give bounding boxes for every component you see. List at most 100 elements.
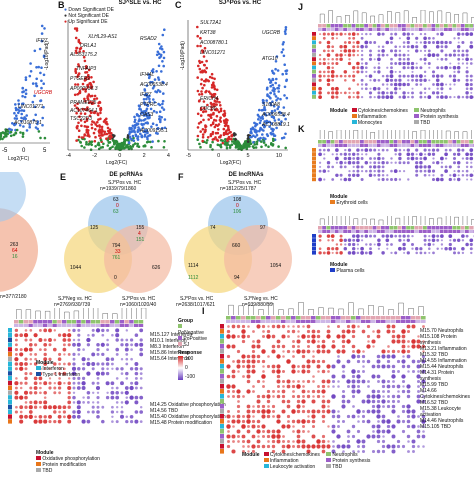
heatmap-dot <box>391 444 395 448</box>
response-annotation-cell <box>360 144 364 147</box>
heatmap-dot <box>332 385 335 388</box>
heatmap-dot <box>29 391 32 394</box>
volcano-point <box>133 129 136 132</box>
heatmap-dot <box>301 399 305 403</box>
heatmap-dot <box>365 251 368 254</box>
heatmap-dot <box>390 49 393 52</box>
heatmap-dot <box>419 79 422 82</box>
heatmap-dot <box>428 50 431 53</box>
group-annotation-cell <box>452 140 456 144</box>
heatmap-dot <box>407 370 410 373</box>
heatmap-dot <box>292 430 295 433</box>
heatmap-dot <box>312 400 316 404</box>
dendrogram-branch <box>389 309 394 315</box>
heatmap-dot <box>407 96 409 98</box>
heatmap-dot <box>419 74 423 78</box>
heatmap-dot <box>323 71 326 74</box>
response-annotation-cell <box>394 28 398 31</box>
response-annotation-cell <box>57 324 61 327</box>
heatmap-dot <box>241 334 245 338</box>
heatmap-dot <box>82 386 86 390</box>
heatmap-dot <box>396 334 400 338</box>
volcano-point <box>102 143 105 146</box>
heatmap-dot <box>319 71 322 74</box>
volcano-point <box>242 146 245 149</box>
response-annotation-cell <box>86 324 90 327</box>
heatmap-dot <box>297 370 300 373</box>
response-annotation-cell <box>134 324 138 327</box>
heatmap-dot <box>356 374 360 378</box>
heatmap-dot <box>327 170 329 172</box>
heatmap-dot <box>365 153 367 155</box>
group-annotation-cell <box>373 226 377 230</box>
heatmap-dot <box>415 83 418 86</box>
heatmap-dot <box>378 79 381 82</box>
heatmap-dot <box>402 380 405 383</box>
heatmap-dot <box>453 79 457 83</box>
response-annotation-cell <box>335 230 339 233</box>
module-color-cell <box>312 40 316 44</box>
volcano-point <box>212 121 215 124</box>
volcano-point <box>25 92 28 95</box>
heatmap-dot <box>462 239 464 241</box>
heatmap-dot <box>470 153 473 156</box>
heatmap-dot <box>241 329 245 333</box>
response-annotation-cell <box>419 230 423 233</box>
response-annotation-cell <box>311 320 316 323</box>
a-gene-4: AC010875.1 <box>14 120 42 126</box>
group-annotation-cell <box>427 140 431 144</box>
heatmap-dot <box>390 41 393 44</box>
dendrogram-branch <box>438 130 442 139</box>
heatmap-dot <box>316 444 320 448</box>
heatmap-dot <box>87 358 90 361</box>
heatmap-dot <box>276 369 280 373</box>
heatmap-dot <box>277 380 281 384</box>
heatmap-dot <box>377 165 380 168</box>
response-annotation-cell <box>241 320 246 323</box>
response-annotation-cell <box>444 28 448 31</box>
dendrogram-branch <box>421 10 425 23</box>
heatmap-dot <box>448 234 452 238</box>
heatmap-dot <box>386 75 389 78</box>
heatmap-dot <box>19 415 23 419</box>
a-tick-0: -5 <box>2 148 8 154</box>
heatmap-dot <box>34 400 38 404</box>
heatmap-dot <box>327 71 330 74</box>
heatmap-dot <box>232 415 235 418</box>
heatmap-dot <box>335 96 338 99</box>
heatmap-dot <box>29 405 33 409</box>
heatmap-dot <box>364 41 368 45</box>
heatmap-dot <box>111 368 113 370</box>
heatmap-dot <box>53 410 56 413</box>
heatmap-dot <box>287 405 291 409</box>
heatmap-dot <box>129 386 133 390</box>
volcano-point <box>243 142 246 145</box>
heatmap-dot <box>331 95 334 98</box>
group-annotation-cell <box>394 226 398 230</box>
dendrogram-branch <box>369 305 374 315</box>
module-color-cell <box>312 74 316 78</box>
heatmap-dot <box>369 49 372 52</box>
heatmap-dot <box>386 248 388 250</box>
volcano-point <box>149 141 152 144</box>
heatmap-dot <box>335 62 338 65</box>
heatmap-dot <box>422 430 425 433</box>
heatmap-dot <box>311 414 315 418</box>
response-annotation-cell <box>402 230 406 233</box>
heatmap-dot <box>469 157 473 161</box>
heatmap-dot <box>322 340 326 344</box>
heatmap-dot <box>361 62 363 64</box>
volcano-point <box>109 147 112 150</box>
heatmap-dot <box>272 410 275 413</box>
heatmap-dot <box>302 440 306 444</box>
volcano-point <box>253 122 256 125</box>
volcano-point <box>80 145 83 148</box>
group-annotation-cell <box>411 316 416 320</box>
heatmap-dot <box>372 400 376 404</box>
heatmap-dot <box>420 41 422 43</box>
heatmap-dot <box>67 381 71 385</box>
heatmap-dot <box>448 247 452 251</box>
heatmap-dot <box>29 343 33 347</box>
heatmap-dot <box>227 375 231 379</box>
heatmap-dot <box>261 409 265 413</box>
